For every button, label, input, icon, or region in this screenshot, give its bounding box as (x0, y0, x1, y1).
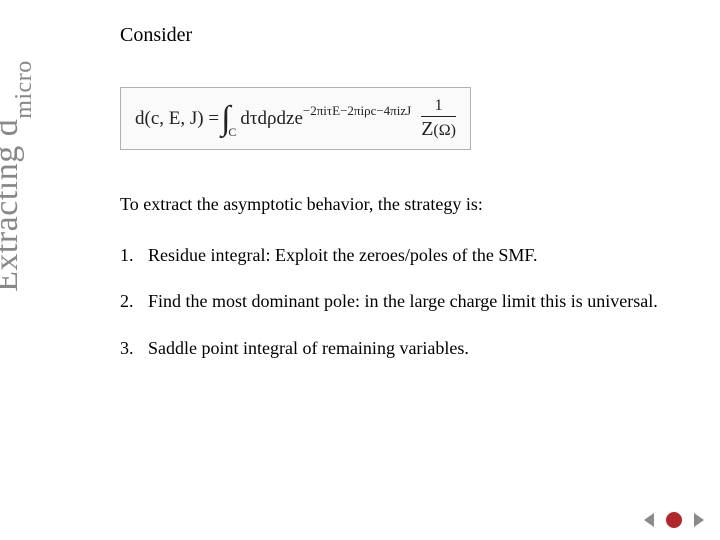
sidebar-title: Extracting dmicro (0, 60, 32, 292)
formula-lhs: d(c, E, J) = (135, 108, 219, 130)
formula-equation: d(c, E, J) = ∫ C dτdρdz e −2πiτE−2πiρc−4… (135, 98, 456, 139)
integral-sub: C (228, 125, 236, 140)
next-arrow-icon[interactable] (694, 513, 704, 527)
frac-denominator: Z(Ω) (421, 116, 456, 139)
item-number: 1. (120, 243, 148, 267)
pager (644, 512, 704, 528)
item-text: Saddle point integral of remaining varia… (148, 336, 690, 360)
prev-arrow-icon[interactable] (644, 513, 654, 527)
formula-box: d(c, E, J) = ∫ C dτdρdz e −2πiτE−2πiρc−4… (120, 87, 471, 150)
list-item: 3. Saddle point integral of remaining va… (120, 336, 690, 360)
list-item: 2. Find the most dominant pole: in the l… (120, 289, 690, 313)
strategy-text: To extract the asymptotic behavior, the … (120, 194, 690, 215)
consider-label: Consider (120, 24, 690, 47)
list-item: 1. Residue integral: Exploit the zeroes/… (120, 243, 690, 267)
sidebar-title-sub: micro (11, 60, 37, 118)
formula-fraction: 1 Z(Ω) (421, 98, 456, 139)
page-indicator-dot (666, 512, 682, 528)
formula-exponent: −2πiτE−2πiρc−4πizJ (303, 103, 411, 119)
slide-content: Consider d(c, E, J) = ∫ C dτdρdz e −2πiτ… (120, 24, 690, 382)
sidebar-title-main: Extracting d (0, 119, 25, 292)
strategy-list: 1. Residue integral: Exploit the zeroes/… (120, 243, 690, 360)
formula-exp-base: e (294, 108, 302, 130)
frac-den-arg: (Ω) (433, 122, 456, 139)
item-number: 2. (120, 289, 148, 313)
frac-numerator: 1 (435, 98, 443, 116)
frac-den-cal: Z (421, 118, 433, 140)
item-text: Find the most dominant pole: in the larg… (148, 289, 690, 313)
item-text: Residue integral: Exploit the zeroes/pol… (148, 243, 690, 267)
formula-differentials: dτdρdz (240, 108, 294, 130)
item-number: 3. (120, 336, 148, 360)
